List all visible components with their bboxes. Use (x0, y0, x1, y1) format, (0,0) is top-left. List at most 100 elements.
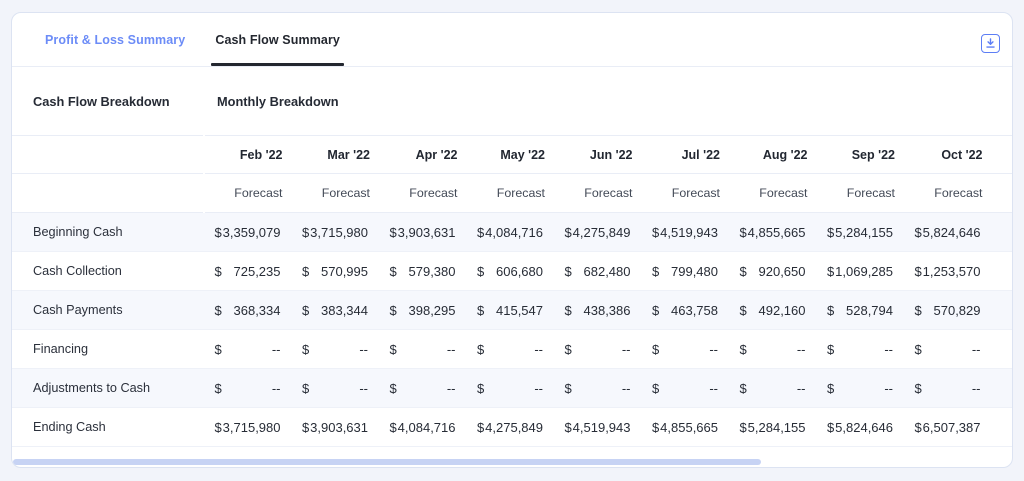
cell-amount: 570,995 (321, 263, 368, 279)
row-cells: $3,715,980 $3,903,631 $4,084,716 $4,275,849… (203, 408, 1012, 446)
money-value: $3,903,631 (390, 225, 456, 240)
money-value: $5,284,155 (740, 420, 806, 435)
forecast-cells: Forecast Forecast Forecast Forecast Forecast… (205, 174, 1012, 213)
money-value: $368,334 (215, 303, 281, 318)
forecast-label: Forecast (934, 186, 983, 200)
row-cells: $ -- $ -- $ -- $ -- $ -- $ -- $ -- $ -- $ -- (203, 330, 1012, 368)
money-value: $438,386 (565, 303, 631, 318)
download-button[interactable] (981, 34, 1000, 53)
money-value: $ -- (565, 381, 631, 396)
cell-amount: -- (971, 341, 981, 357)
value-cell: $ -- (205, 381, 293, 396)
value-cell: $ -- (730, 342, 818, 357)
cell-amount: 1,069,285 (835, 263, 893, 279)
value-cell: $368,334 (205, 303, 293, 318)
month-header-row: Feb '22 Mar '22 Apr '22 May '22 Jun '22 Jul '… (12, 135, 1012, 174)
currency-symbol: $ (827, 341, 835, 357)
month-column-header: Jul '22 (681, 147, 720, 162)
section-title-cash-flow-breakdown: Cash Flow Breakdown (33, 93, 170, 109)
cell-amount: 3,903,631 (397, 224, 456, 240)
value-cell: $920,650 (730, 264, 818, 279)
currency-symbol: $ (389, 341, 397, 357)
currency-symbol: $ (564, 224, 572, 240)
cell-amount: -- (971, 380, 981, 396)
table-body: Beginning Cash $3,359,079 $3,715,980 $3,903… (12, 213, 1012, 447)
cell-amount: 4,855,665 (747, 224, 806, 240)
currency-symbol: $ (914, 341, 922, 357)
currency-symbol: $ (914, 302, 922, 318)
forecast-label: Forecast (759, 186, 808, 200)
value-cell: $438,386 (555, 303, 643, 318)
cell-amount: -- (359, 341, 368, 357)
currency-symbol: $ (739, 224, 747, 240)
value-cell: $5,824,646 (905, 225, 993, 240)
row-cells: $ -- $ -- $ -- $ -- $ -- $ -- $ -- $ -- $ -- (203, 369, 1012, 407)
currency-symbol: $ (827, 302, 835, 318)
money-value: $5,824,646 (827, 420, 893, 435)
currency-symbol: $ (214, 341, 222, 357)
currency-symbol: $ (564, 380, 572, 396)
currency-symbol: $ (564, 419, 572, 435)
row-label: Adjustments to Cash (33, 381, 151, 395)
money-value: $415,547 (477, 303, 543, 318)
value-cell: $5,284,155 (818, 225, 906, 240)
value-cell: $415,547 (468, 303, 556, 318)
value-cell: $ -- (293, 342, 381, 357)
value-cell: $ -- (555, 381, 643, 396)
money-value: $570,829 (915, 303, 981, 318)
forecast-spacer (12, 174, 203, 213)
money-value: $ -- (390, 381, 456, 396)
currency-symbol: $ (652, 341, 660, 357)
money-value: $4,519,943 (565, 420, 631, 435)
money-value: $5,284,155 (827, 225, 893, 240)
currency-symbol: $ (477, 302, 485, 318)
horizontal-scrollbar[interactable] (12, 455, 1012, 467)
money-value: $5,824,646 (915, 225, 981, 240)
money-value: $579,380 (390, 264, 456, 279)
money-value: $6,507,387 (915, 420, 981, 435)
row-label: Beginning Cash (33, 225, 123, 239)
value-cell: $ -- (555, 342, 643, 357)
row-label: Financing (33, 342, 89, 356)
cell-amount: 682,480 (583, 263, 631, 279)
currency-symbol: $ (914, 419, 922, 435)
forecast-label: Forecast (671, 186, 720, 200)
cell-amount: 5,824,646 (922, 224, 981, 240)
currency-symbol: $ (214, 224, 222, 240)
column-gap (203, 135, 205, 174)
value-cell: $4,084,716 (468, 225, 556, 240)
currency-symbol: $ (389, 380, 397, 396)
month-column-header: Sep '22 (851, 147, 895, 162)
currency-symbol: $ (477, 341, 485, 357)
value-cell: $570,995 (293, 264, 381, 279)
money-value: $383,344 (302, 303, 368, 318)
value-cell: $3,903,631 (380, 225, 468, 240)
currency-symbol: $ (389, 419, 397, 435)
cell-amount: 4,855,665 (660, 419, 718, 435)
cell-amount: -- (621, 380, 631, 396)
cell-amount: 920,650 (758, 263, 806, 279)
value-cell: $4,275,849 (555, 225, 643, 240)
cell-amount: 570,829 (933, 302, 981, 318)
value-cell: $4,855,665 (643, 420, 731, 435)
currency-symbol: $ (827, 380, 835, 396)
horizontal-scrollbar-thumb[interactable] (13, 459, 761, 465)
value-cell: $ -- (468, 342, 556, 357)
tab-cash-flow-summary[interactable]: Cash Flow Summary (211, 13, 344, 66)
cell-amount: -- (884, 380, 893, 396)
money-value: $682,480 (565, 264, 631, 279)
currency-symbol: $ (389, 224, 397, 240)
cell-amount: 398,295 (408, 302, 456, 318)
forecast-subheader-row: Forecast Forecast Forecast Forecast Forecast… (12, 174, 1012, 213)
money-value: $3,715,980 (215, 420, 281, 435)
currency-symbol: $ (739, 380, 747, 396)
value-cell: $5,284,155 (730, 420, 818, 435)
money-value: $4,084,716 (477, 225, 543, 240)
value-cell: $463,758 (643, 303, 731, 318)
money-value: $4,519,943 (652, 225, 718, 240)
money-value: $ -- (302, 381, 368, 396)
tab-profit-loss-summary[interactable]: Profit & Loss Summary (41, 13, 189, 66)
money-value: $3,903,631 (302, 420, 368, 435)
section-title-monthly-breakdown: Monthly Breakdown (217, 93, 339, 109)
money-value: $3,359,079 (215, 225, 281, 240)
